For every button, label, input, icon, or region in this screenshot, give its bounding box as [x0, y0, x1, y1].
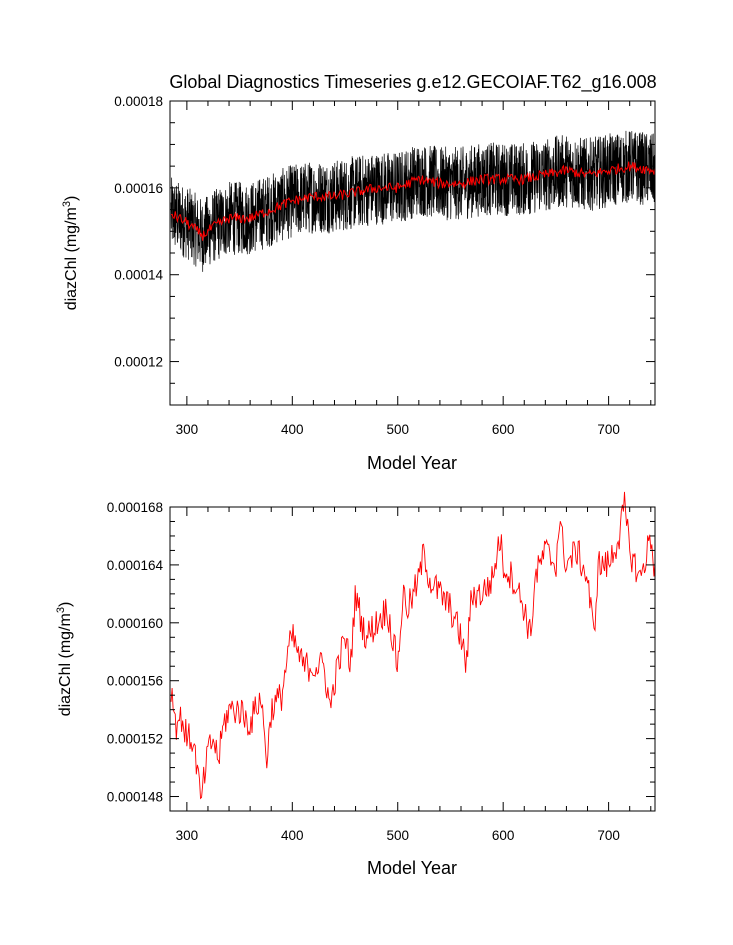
bottom-y-tick-label: 0.000156 — [107, 674, 163, 689]
top-axes: 300 400 500 600 700 0.00012 0.00014 0.00016 0.00… — [114, 94, 655, 437]
top-x-axis-label: Model Year — [367, 453, 457, 473]
bottom-y-tick-label: 0.000168 — [107, 500, 163, 515]
bottom-x-tick-label: 400 — [281, 828, 304, 843]
bottom-y-tick-label: 0.000152 — [107, 732, 163, 747]
top-y-tick-label: 0.00012 — [114, 355, 163, 370]
bottom-x-tick-label: 500 — [386, 828, 409, 843]
bottom-x-tick-label: 600 — [492, 828, 515, 843]
top-annual-mean-line — [171, 161, 656, 241]
top-monthly-series-line — [170, 130, 656, 272]
top-x-tick-label: 600 — [492, 422, 515, 437]
bottom-y-axis-label: diazChl (mg/m3) — [55, 602, 74, 717]
bottom-y-tick-label: 0.000160 — [107, 616, 163, 631]
bottom-plot-frame — [169, 506, 656, 812]
top-x-tick-label: 400 — [281, 422, 304, 437]
bottom-plot-area — [170, 491, 656, 800]
top-y-tick-label: 0.00018 — [114, 94, 163, 109]
top-plot-frame — [169, 100, 656, 406]
top-plot-area — [170, 130, 656, 272]
bottom-x-tick-label: 300 — [176, 828, 199, 843]
bottom-y-axis-label-sup: 3 — [55, 607, 67, 613]
top-y-axis-label-close: ) — [63, 196, 80, 201]
top-x-tick-label: 300 — [176, 422, 199, 437]
bottom-y-axis-label-close: ) — [57, 602, 74, 607]
top-x-tick-label: 500 — [386, 422, 409, 437]
bottom-y-tick-label: 0.000148 — [107, 790, 163, 805]
bottom-chart: 300 400 500 600 700 0.000148 0.000152 0.000156 0… — [55, 491, 656, 878]
bottom-x-axis-label: Model Year — [367, 858, 457, 878]
top-y-tick-label: 0.00016 — [114, 181, 163, 196]
top-x-tick-label: 700 — [597, 422, 620, 437]
chart-title: Global Diagnostics Timeseries g.e12.GECO… — [169, 72, 656, 93]
top-y-axis-label-sup: 3 — [61, 201, 73, 207]
top-chart: Global Diagnostics Timeseries g.e12.GECO… — [61, 72, 657, 473]
bottom-annual-mean-line — [170, 491, 656, 800]
top-y-axis-label: diazChl (mg/m3) — [61, 196, 80, 311]
bottom-y-axis-label-text: diazChl (mg/m — [57, 613, 74, 716]
top-y-axis-label-text: diazChl (mg/m — [63, 207, 80, 310]
bottom-axes: 300 400 500 600 700 0.000148 0.000152 0.000156 0… — [107, 500, 655, 843]
bottom-y-tick-label: 0.000164 — [107, 558, 164, 573]
bottom-x-tick-label: 700 — [597, 828, 620, 843]
top-y-tick-label: 0.00014 — [114, 268, 163, 283]
